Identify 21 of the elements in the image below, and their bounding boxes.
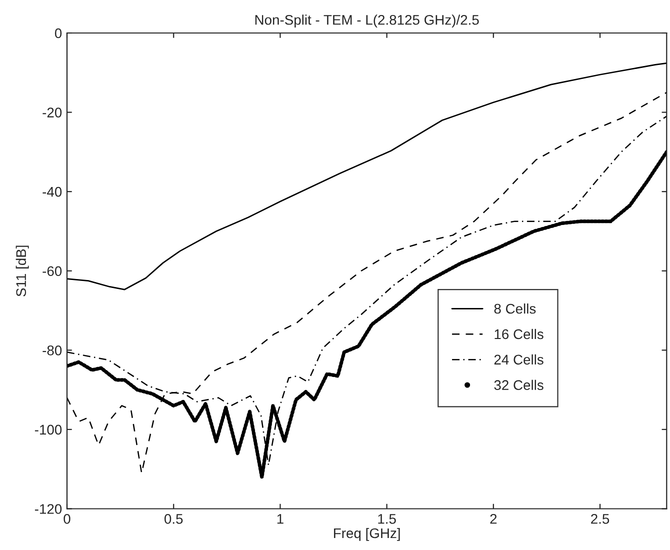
x-tick-label: 2.5	[591, 514, 610, 524]
legend-label: 8 Cells	[494, 303, 536, 314]
x-tick-label: 2	[490, 514, 497, 524]
y-tick-label: -20	[42, 108, 62, 118]
x-tick-label: 0.5	[164, 514, 183, 524]
x-tick-label: 0	[64, 514, 70, 524]
y-tick-label: -60	[42, 266, 62, 276]
y-tick-label: 0	[54, 28, 62, 38]
x-tick-label: 1	[277, 514, 284, 524]
y-tick-label: -40	[42, 186, 62, 197]
legend-label: 16 Cells	[494, 328, 544, 340]
y-tick-label: -100	[34, 424, 62, 435]
chart-title: Non-Split - TEM - L(2.8125 GHz)/2.5	[255, 14, 479, 28]
y-axis-title: S11 [dB]	[16, 246, 29, 296]
legend-label: 32 Cells	[494, 380, 544, 390]
line-series	[67, 62, 667, 290]
legend-label: 24 Cells	[494, 354, 544, 365]
y-tick-label: -120	[34, 504, 62, 514]
x-tick-label: 1.5	[378, 514, 396, 524]
y-tick-label: -80	[42, 346, 62, 356]
x-axis-title: Freq [GHz]	[334, 528, 400, 541]
